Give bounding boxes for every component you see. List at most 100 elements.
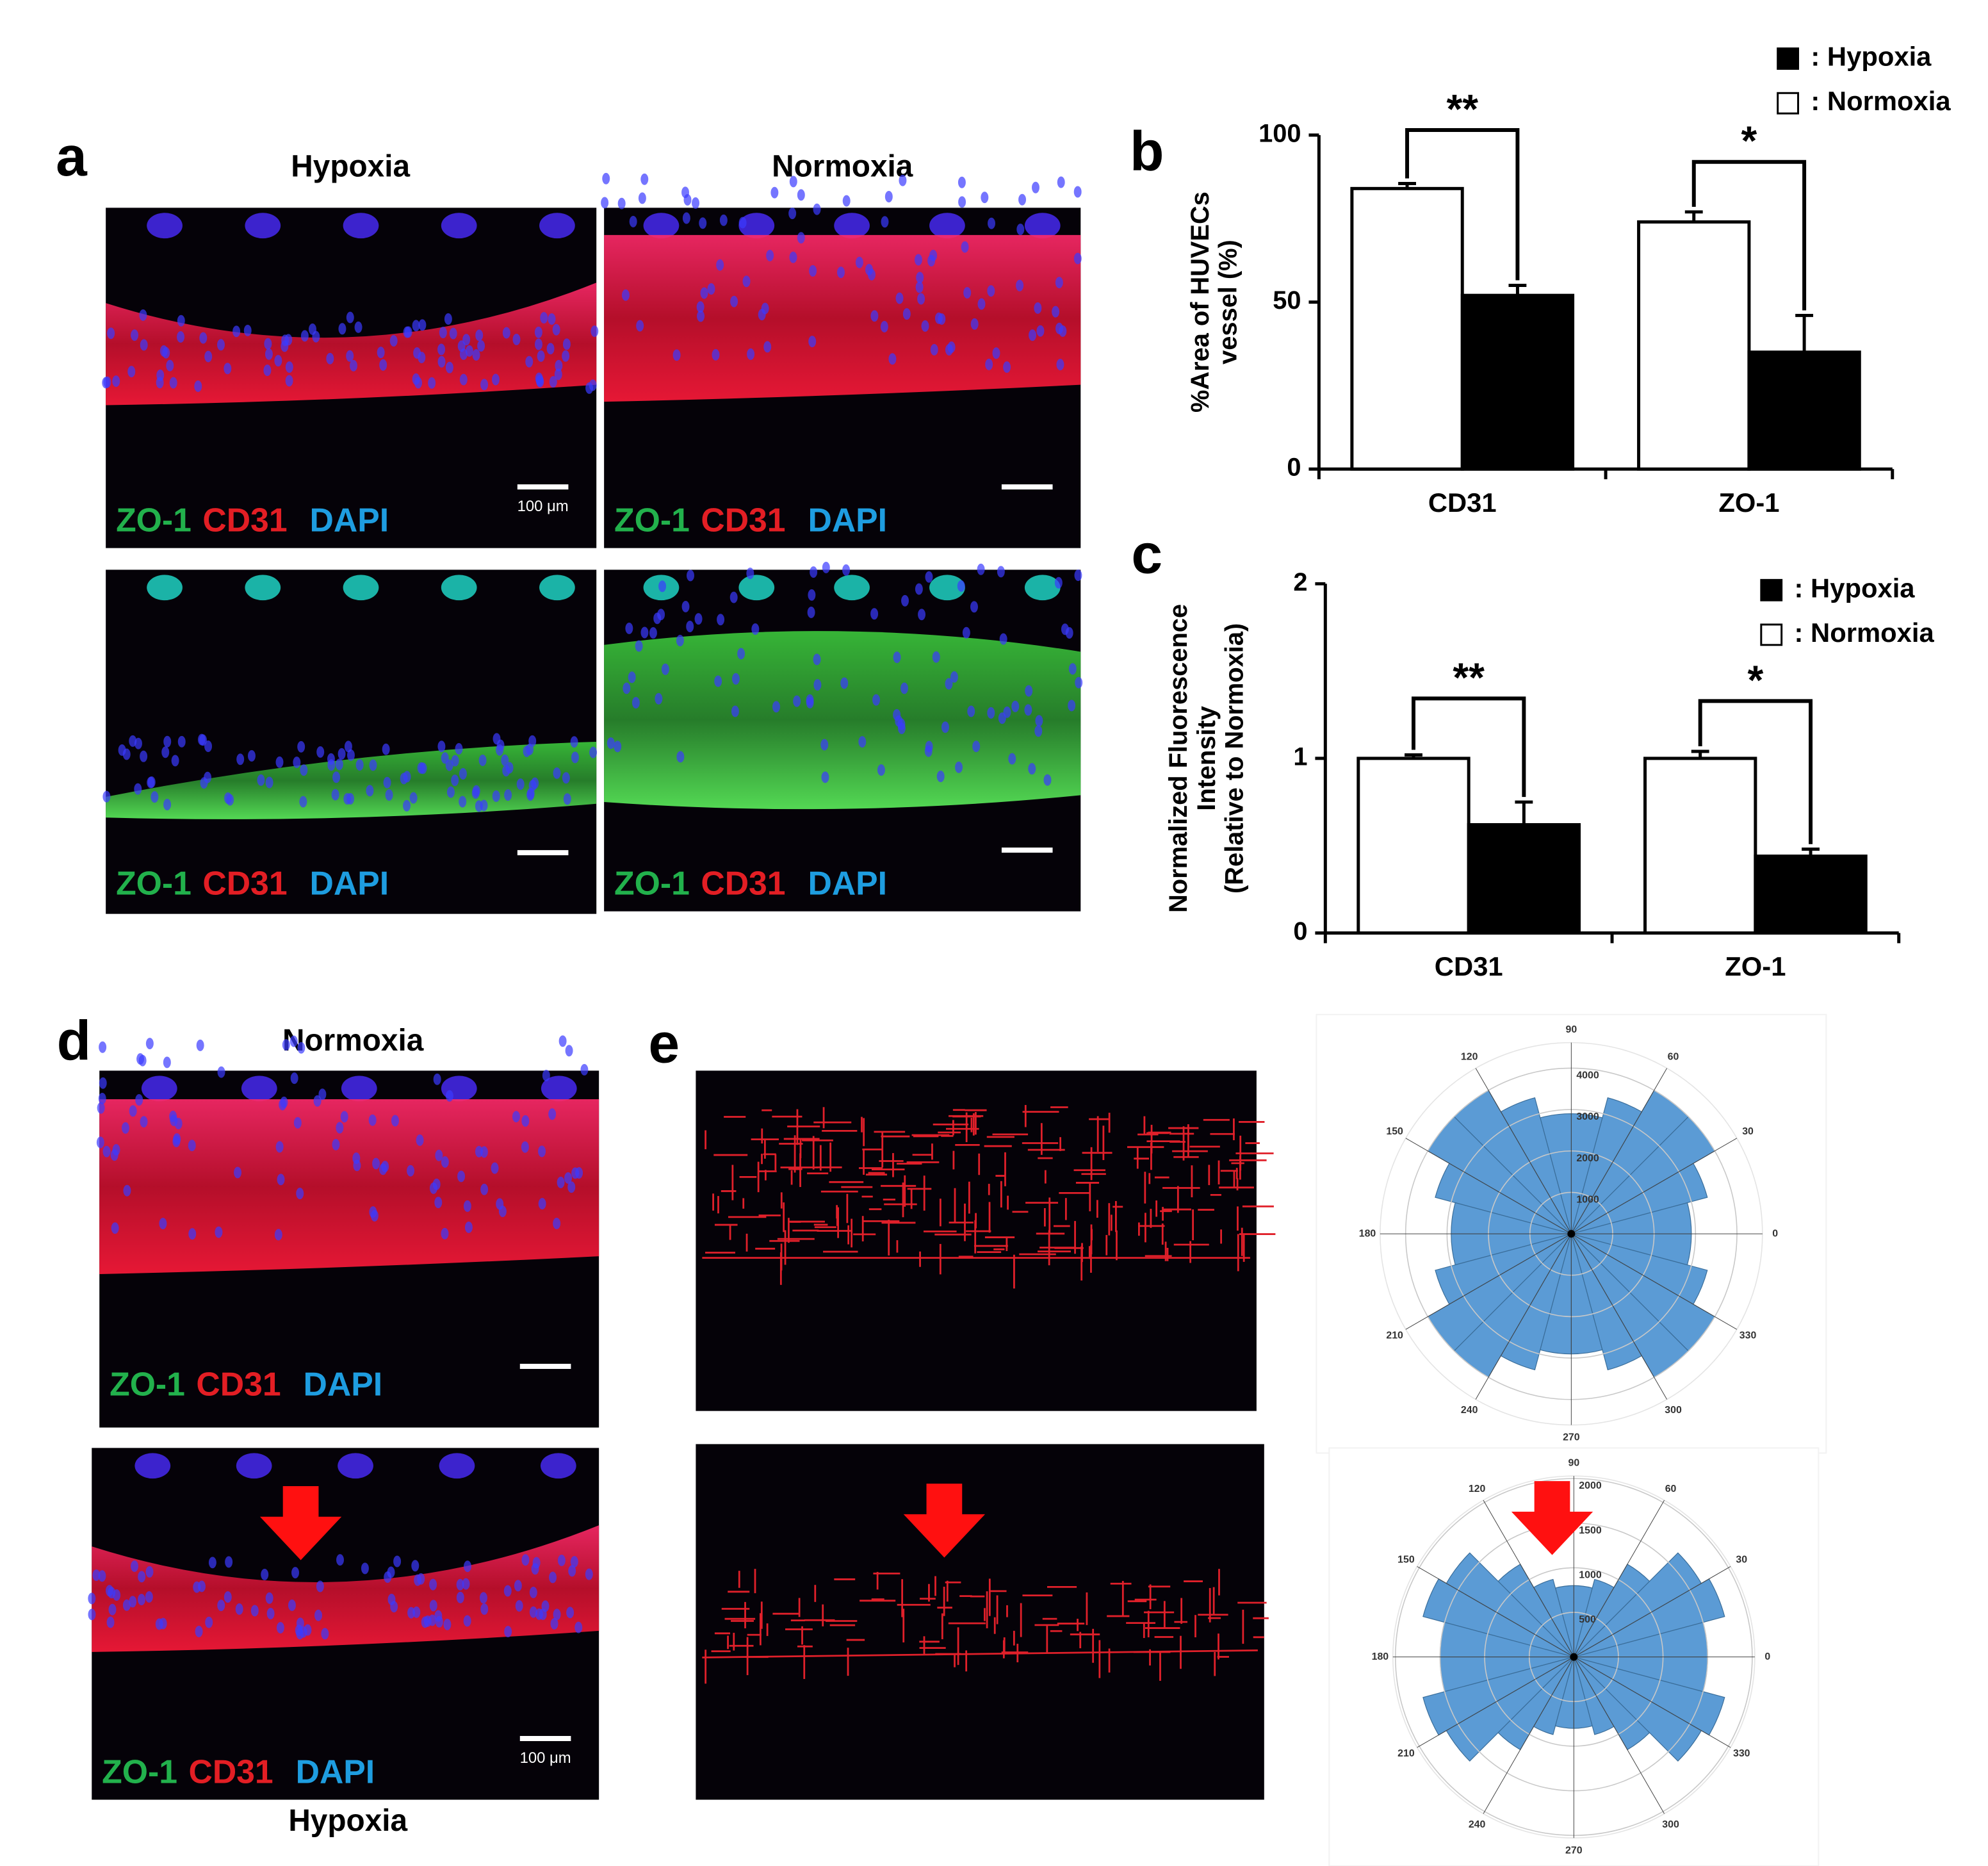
angle-tick-label: 60 xyxy=(1668,1052,1679,1063)
nucleus xyxy=(934,312,943,324)
nucleus xyxy=(103,376,111,388)
nucleus xyxy=(288,1599,296,1611)
angle-tick-label: 120 xyxy=(1461,1052,1478,1063)
channel-blob xyxy=(134,1453,171,1479)
nucleus xyxy=(297,1042,306,1054)
nucleus xyxy=(338,323,346,335)
nucleus xyxy=(326,352,334,364)
y-axis-label: (Relative to Normoxia) xyxy=(1221,623,1249,894)
nucleus xyxy=(502,327,510,339)
nucleus xyxy=(161,746,170,758)
nucleus xyxy=(504,1626,512,1638)
angle-tick-label: 240 xyxy=(1461,1405,1478,1416)
nucleus xyxy=(261,1568,269,1580)
nucleus xyxy=(236,753,245,765)
channel-blob xyxy=(834,213,870,239)
nucleus xyxy=(417,762,425,774)
legend-swatch xyxy=(1760,578,1783,602)
nucleus xyxy=(872,694,881,706)
channel-blob xyxy=(834,575,870,601)
angle-grid xyxy=(1483,1657,1574,1814)
nucleus xyxy=(456,1578,464,1591)
nucleus xyxy=(987,707,995,719)
nucleus xyxy=(534,326,542,338)
nucleus xyxy=(451,755,459,767)
nucleus xyxy=(1073,186,1082,198)
nucleus xyxy=(472,349,480,361)
nucleus xyxy=(1035,715,1043,727)
nucleus xyxy=(697,310,705,322)
nucleus xyxy=(346,749,355,761)
nucleus xyxy=(437,343,446,356)
channel-blob xyxy=(643,213,680,239)
nucleus xyxy=(557,1176,565,1188)
nucleus xyxy=(731,673,740,685)
nucleus xyxy=(107,327,115,340)
nucleus xyxy=(496,744,504,756)
nucleus xyxy=(1068,700,1076,712)
y-axis-label: %Area of HUVECs xyxy=(1186,192,1214,413)
nucleus xyxy=(156,377,164,389)
stain-label: ZO-1 xyxy=(614,501,690,538)
nucleus xyxy=(457,340,466,352)
nucleus xyxy=(895,715,903,727)
angle-tick-label: 120 xyxy=(1469,1484,1486,1494)
angle-grid xyxy=(1571,1138,1738,1234)
nucleus xyxy=(936,771,945,782)
stain-label: CD31 xyxy=(701,865,785,902)
nucleus xyxy=(413,347,421,359)
nucleus xyxy=(516,778,525,790)
stain-label: ZO-1 xyxy=(116,501,191,538)
angle-grid xyxy=(1570,1233,1668,1400)
vessel-band xyxy=(99,1099,599,1274)
nucleus xyxy=(813,679,822,691)
nucleus xyxy=(434,1197,443,1209)
nucleus xyxy=(480,1603,489,1615)
radial-tick-label: 1500 xyxy=(1579,1525,1602,1536)
nucleus xyxy=(840,677,849,689)
nucleus xyxy=(340,1111,348,1123)
nucleus xyxy=(502,765,510,777)
micrograph xyxy=(696,1070,1276,1411)
nucleus xyxy=(391,1115,399,1127)
nucleus xyxy=(295,1625,303,1637)
nucleus xyxy=(171,755,179,767)
nucleus xyxy=(998,712,1006,724)
nucleus xyxy=(717,614,725,626)
nucleus xyxy=(459,768,467,780)
nucleus xyxy=(546,343,555,355)
nucleus xyxy=(418,319,427,331)
nucleus xyxy=(820,739,829,751)
nucleus xyxy=(331,789,339,801)
nucleus xyxy=(145,1038,154,1049)
channel-blob xyxy=(236,1453,272,1479)
nucleus xyxy=(134,737,142,749)
nucleus xyxy=(877,764,885,776)
nucleus xyxy=(346,311,354,323)
y-axis-label: Normalized Fluorescence xyxy=(1164,604,1193,913)
angle-grid xyxy=(1570,1068,1668,1234)
nucleus xyxy=(411,1560,420,1572)
angle-grid xyxy=(1405,1233,1572,1330)
nucleus xyxy=(640,626,649,639)
nucleus xyxy=(281,340,289,352)
nucleus xyxy=(129,1596,137,1608)
nucleus xyxy=(188,1228,197,1240)
y-axis-label: Intensity xyxy=(1193,706,1221,811)
skeleton-edge xyxy=(702,1649,1258,1658)
nucleus xyxy=(316,1580,324,1592)
nucleus xyxy=(696,301,705,313)
nucleus xyxy=(343,793,352,805)
nucleus xyxy=(635,640,643,652)
polar-center xyxy=(1567,1230,1576,1238)
nucleus xyxy=(961,241,969,253)
nucleus xyxy=(962,626,970,639)
legend-label: : Normoxia xyxy=(1795,618,1935,648)
nucleus xyxy=(429,1600,437,1612)
nucleus xyxy=(992,347,1000,359)
nucleus xyxy=(321,1628,329,1640)
nucleus xyxy=(459,373,468,386)
nucleus xyxy=(1068,663,1077,675)
